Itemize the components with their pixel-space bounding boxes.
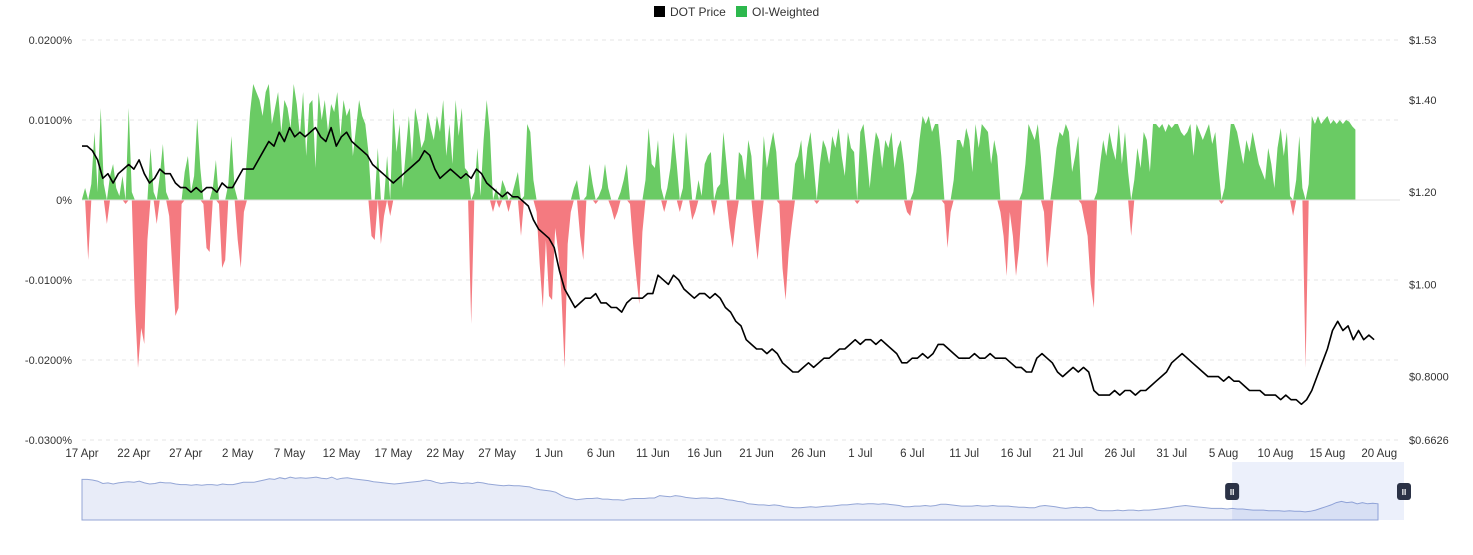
x-axis-tick-label: 1 Jul bbox=[848, 448, 872, 460]
x-axis-tick-label: 11 Jun bbox=[636, 448, 670, 460]
oi-weighted-area bbox=[82, 84, 1400, 368]
left-axis-tick-label: 0% bbox=[56, 195, 72, 207]
x-axis-tick-label: 16 Jun bbox=[687, 448, 722, 460]
x-axis-tick-label: 11 Jul bbox=[949, 448, 979, 460]
x-axis-tick-label: 7 May bbox=[274, 448, 306, 460]
x-axis-tick-label: 27 Apr bbox=[169, 448, 202, 460]
left-axis-tick-label: -0.0100% bbox=[25, 275, 72, 287]
x-axis-tick-label: 22 May bbox=[426, 448, 464, 460]
left-axis: 0.0200% 0.0100% 0% -0.0100% -0.0200% -0.0300% bbox=[25, 35, 72, 447]
x-axis-tick-label: 5 Aug bbox=[1209, 448, 1238, 460]
right-axis-tick-label: $1.20 bbox=[1409, 187, 1437, 199]
x-axis-tick-label: 31 Jul bbox=[1156, 448, 1187, 460]
right-axis-tick-label: $1.00 bbox=[1409, 279, 1437, 291]
legend-label-dot-price: DOT Price bbox=[670, 5, 726, 19]
legend: DOT Price OI-Weighted bbox=[654, 5, 819, 19]
right-axis-tick-label: $1.53 bbox=[1409, 35, 1437, 47]
left-axis-tick-label: -0.0300% bbox=[25, 435, 72, 447]
navigator-handle-grip-icon: II bbox=[1230, 488, 1234, 497]
x-axis-tick-label: 15 Aug bbox=[1309, 448, 1345, 460]
gridlines bbox=[82, 39, 1400, 441]
legend-swatch-oi-weighted bbox=[736, 6, 747, 17]
right-axis-tick-label: $1.40 bbox=[1409, 95, 1437, 107]
x-axis-tick-label: 26 Jun bbox=[791, 448, 826, 460]
oi-weighted-negative-area bbox=[82, 200, 1356, 368]
navigator-handle-grip-icon: II bbox=[1402, 488, 1406, 497]
right-axis-tick-label: $0.6626 bbox=[1409, 435, 1449, 447]
legend-swatch-dot-price bbox=[654, 6, 665, 17]
x-axis-tick-label: 6 Jun bbox=[587, 448, 615, 460]
x-axis-tick-label: 26 Jul bbox=[1104, 448, 1135, 460]
x-axis-tick-label: 20 Aug bbox=[1361, 448, 1397, 460]
legend-label-oi-weighted: OI-Weighted bbox=[752, 5, 819, 19]
dot-price-line-path bbox=[82, 126, 1375, 406]
x-axis-tick-label: 1 Jun bbox=[535, 448, 563, 460]
navigator[interactable]: II II bbox=[81, 462, 1411, 521]
x-axis-tick-label: 21 Jun bbox=[739, 448, 774, 460]
dot-price-line bbox=[82, 126, 1375, 406]
x-axis-tick-label: 16 Jul bbox=[1001, 448, 1032, 460]
x-axis-tick-label: 2 May bbox=[222, 448, 254, 460]
x-axis-tick-label: 12 May bbox=[323, 448, 361, 460]
x-axis-tick-label: 6 Jul bbox=[900, 448, 924, 460]
left-axis-tick-label: 0.0200% bbox=[29, 35, 73, 47]
x-axis: 17 Apr 22 Apr 27 Apr 2 May 7 May 12 May 17 May… bbox=[65, 448, 1397, 460]
x-axis-tick-label: 10 Aug bbox=[1258, 448, 1294, 460]
x-axis-tick-label: 22 Apr bbox=[117, 448, 150, 460]
right-axis-tick-label: $0.8000 bbox=[1409, 372, 1449, 384]
oi-weighted-positive-area bbox=[82, 84, 1356, 200]
right-axis: $1.53 $1.40 $1.20 $1.00 $0.8000 $0.6626 bbox=[1409, 35, 1449, 447]
navigator-selection bbox=[1232, 462, 1404, 520]
navigator-left-handle[interactable] bbox=[1225, 483, 1240, 500]
left-axis-tick-label: -0.0200% bbox=[25, 355, 72, 367]
x-axis-tick-label: 21 Jul bbox=[1053, 448, 1084, 460]
x-axis-tick-label: 17 Apr bbox=[65, 448, 98, 460]
left-axis-tick-label: 0.0100% bbox=[29, 115, 73, 127]
x-axis-tick-label: 17 May bbox=[374, 448, 412, 460]
navigator-right-handle[interactable] bbox=[1397, 483, 1411, 500]
x-axis-tick-label: 27 May bbox=[478, 448, 516, 460]
navigator-series-area bbox=[81, 476, 1379, 521]
